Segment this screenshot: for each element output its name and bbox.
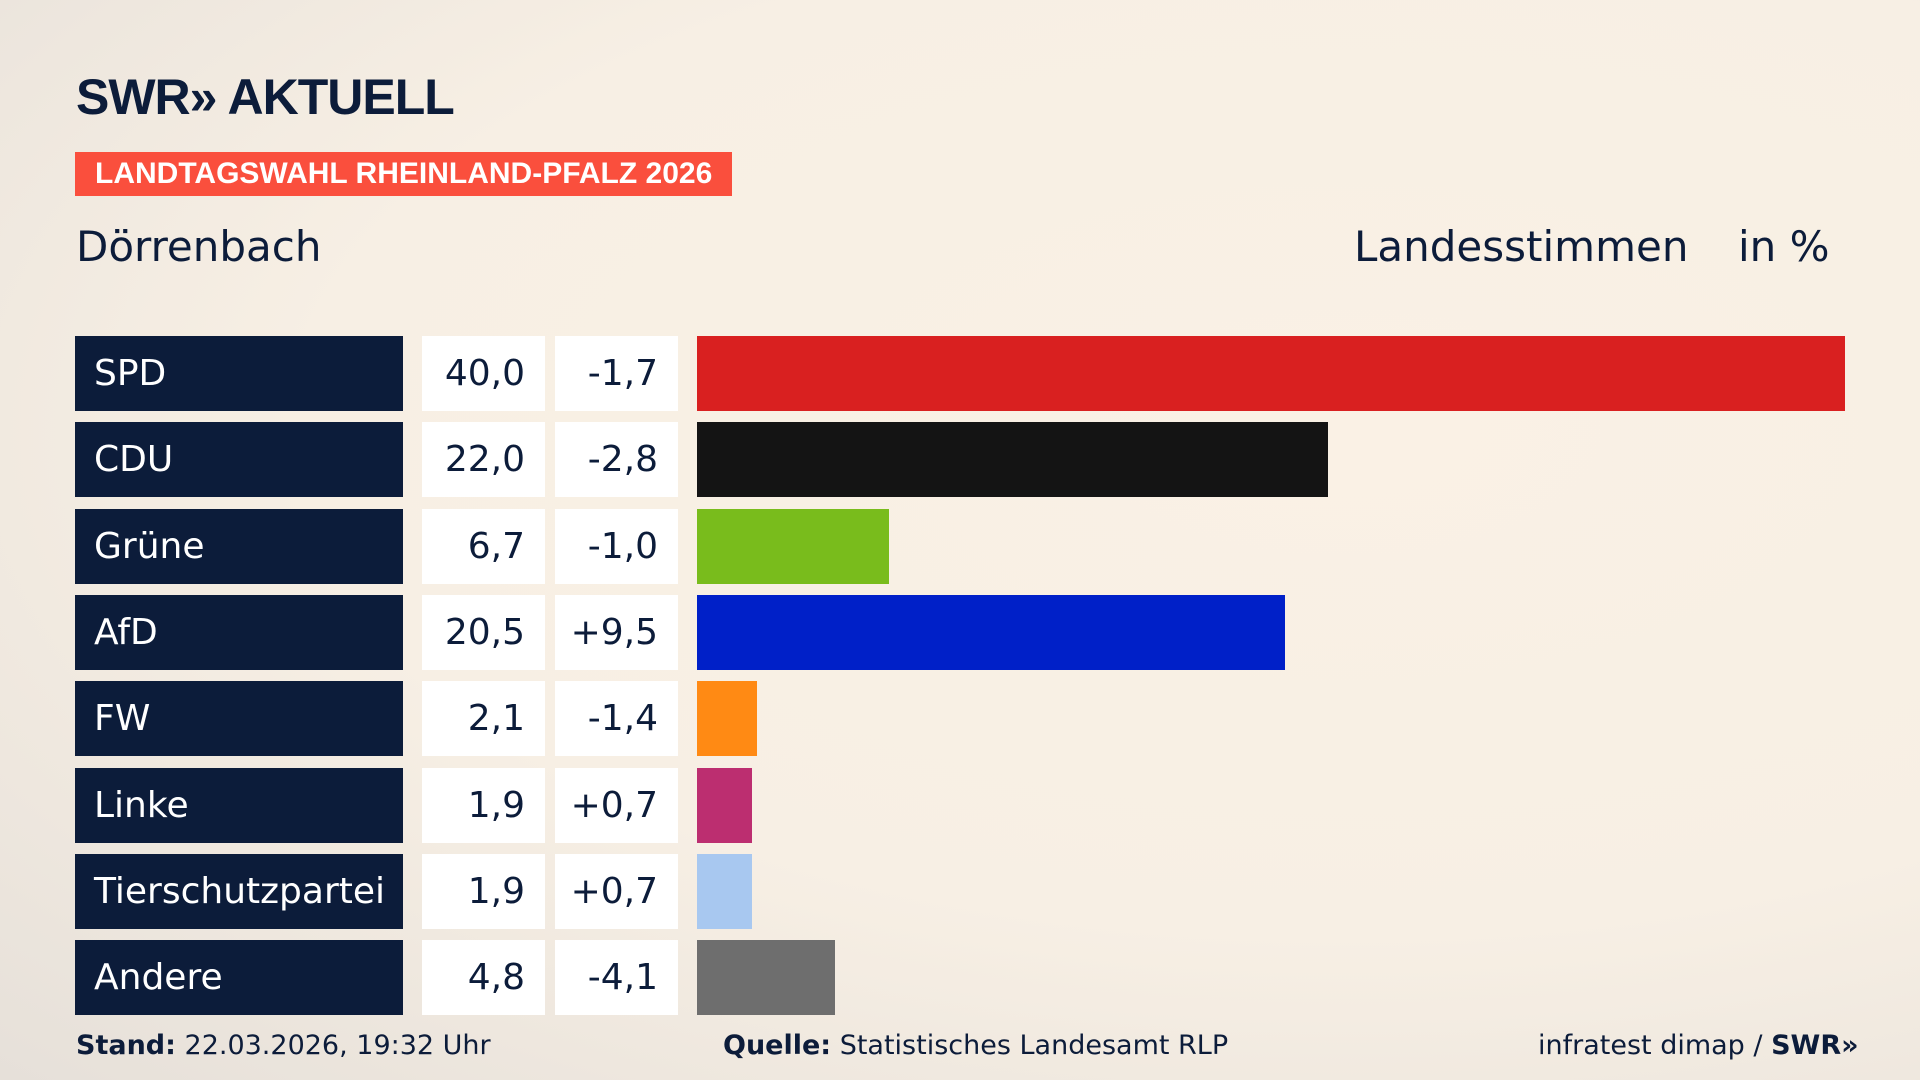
party-name: CDU [75, 422, 403, 498]
party-name: Linke [75, 767, 403, 843]
party-bar [697, 594, 1286, 670]
party-bar [697, 508, 890, 584]
party-value: 4,8 [422, 940, 545, 1016]
party-name: AfD [75, 594, 403, 670]
party-bar [697, 336, 1845, 411]
party-name: Grüne [75, 508, 403, 584]
credit-text: infratest dimap / [1538, 1030, 1763, 1061]
source-value: Statistisches Landesamt RLP [839, 1030, 1229, 1061]
party-name: Tierschutzpartei [75, 853, 403, 929]
party-value: 6,7 [422, 508, 545, 584]
party-value: 40,0 [422, 336, 545, 411]
party-value: 22,0 [422, 422, 545, 498]
party-value: 20,5 [422, 594, 545, 670]
party-diff: -4,1 [555, 940, 678, 1016]
party-value: 2,1 [422, 681, 545, 757]
place-title: Dörrenbach [76, 222, 322, 271]
party-diff: -1,4 [555, 681, 678, 757]
party-diff: +0,7 [555, 853, 678, 929]
party-bar [697, 767, 752, 843]
party-value: 1,9 [422, 853, 545, 929]
party-name: FW [75, 681, 403, 757]
party-diff: +9,5 [555, 594, 678, 670]
party-value: 1,9 [422, 767, 545, 843]
party-name: Andere [75, 940, 403, 1016]
election-banner: LANDTAGSWAHL RHEINLAND-PFALZ 2026 [75, 152, 733, 196]
stand-label: Stand: [76, 1030, 176, 1061]
party-diff: -1,7 [555, 336, 678, 411]
party-bar [697, 422, 1329, 498]
source-label: Quelle: [723, 1030, 832, 1061]
credit: infratest dimap / SWR» [1538, 1030, 1859, 1061]
party-bar [697, 853, 752, 929]
stand-value: 22.03.2026, 19:32 Uhr [184, 1030, 491, 1061]
party-name: SPD [75, 336, 403, 411]
stand-info: Stand: 22.03.2026, 19:32 Uhr [76, 1030, 491, 1061]
party-bar [697, 681, 758, 757]
metric-label: Landesstimmen [1354, 222, 1689, 271]
unit-label: in % [1738, 222, 1830, 271]
swr-logo: SWR» [1771, 1030, 1859, 1061]
party-diff: -1,0 [555, 508, 678, 584]
party-diff: -2,8 [555, 422, 678, 498]
source-info: Quelle: Statistisches Landesamt RLP [723, 1030, 1228, 1061]
party-bar [697, 940, 835, 1016]
swr-aktuell-logo: SWR» AKTUELL [76, 69, 455, 125]
party-diff: +0,7 [555, 767, 678, 843]
